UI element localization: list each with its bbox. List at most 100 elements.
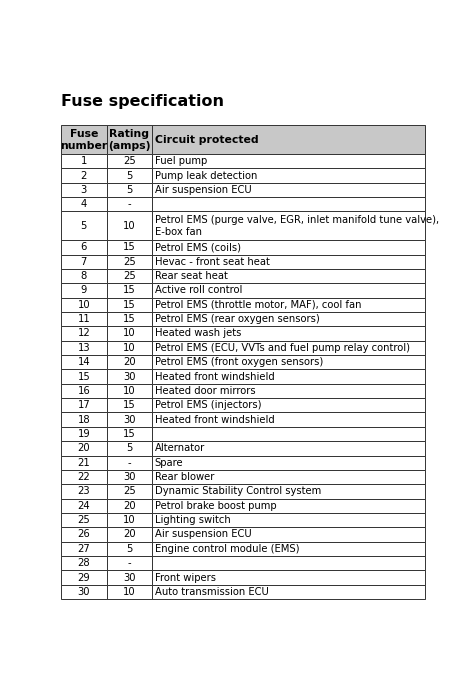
Text: 25: 25	[123, 487, 136, 496]
Text: Heated front windshield: Heated front windshield	[155, 372, 274, 381]
Bar	[107, 456, 152, 470]
Bar	[107, 154, 152, 168]
Bar	[107, 269, 152, 283]
Text: 29: 29	[77, 573, 90, 583]
Bar	[152, 571, 425, 585]
Bar	[152, 484, 425, 499]
Bar	[152, 327, 425, 341]
Bar	[61, 297, 107, 312]
Bar	[107, 327, 152, 341]
Text: 15: 15	[123, 400, 136, 410]
Bar	[152, 456, 425, 470]
Bar	[107, 341, 152, 355]
Text: Active roll control: Active roll control	[155, 285, 242, 295]
Bar	[61, 456, 107, 470]
Bar	[61, 441, 107, 456]
Bar	[107, 571, 152, 585]
Text: 11: 11	[77, 314, 90, 324]
Text: Fuel pump: Fuel pump	[155, 156, 207, 166]
Bar	[107, 556, 152, 571]
Text: Lighting switch: Lighting switch	[155, 515, 230, 525]
Bar	[61, 527, 107, 541]
Bar	[152, 427, 425, 441]
Bar	[152, 269, 425, 283]
Bar	[61, 556, 107, 571]
Text: Spare: Spare	[155, 458, 183, 468]
Bar	[61, 341, 107, 355]
Text: 10: 10	[123, 515, 136, 525]
Bar	[61, 168, 107, 183]
Text: 5: 5	[81, 221, 87, 231]
Text: 6: 6	[81, 243, 87, 252]
Bar	[61, 283, 107, 297]
Bar	[61, 384, 107, 398]
Text: 19: 19	[77, 429, 90, 439]
Text: 15: 15	[123, 429, 136, 439]
Bar	[152, 384, 425, 398]
Bar	[152, 154, 425, 168]
Text: Auto transmission ECU: Auto transmission ECU	[155, 587, 268, 597]
Bar	[107, 369, 152, 384]
Bar	[152, 585, 425, 599]
Bar	[107, 398, 152, 412]
Bar	[107, 513, 152, 527]
Bar	[152, 297, 425, 312]
Text: Engine control module (EMS): Engine control module (EMS)	[155, 544, 299, 554]
Text: Petrol EMS (injectors): Petrol EMS (injectors)	[155, 400, 261, 410]
Text: 10: 10	[78, 299, 90, 310]
Text: Petrol brake boost pump: Petrol brake boost pump	[155, 501, 276, 511]
Bar	[152, 197, 425, 212]
Bar	[152, 369, 425, 384]
Bar	[107, 499, 152, 513]
Text: -: -	[128, 558, 131, 568]
Bar	[107, 585, 152, 599]
Bar	[107, 125, 152, 154]
Text: 30: 30	[123, 472, 136, 482]
Text: 13: 13	[78, 343, 90, 353]
Bar	[152, 125, 425, 154]
Text: Petrol EMS (ECU, VVTs and fuel pump relay control): Petrol EMS (ECU, VVTs and fuel pump rela…	[155, 343, 410, 353]
Text: 23: 23	[78, 487, 90, 496]
Bar	[107, 470, 152, 484]
Text: -: -	[128, 458, 131, 468]
Text: 20: 20	[123, 529, 136, 539]
Bar	[107, 484, 152, 499]
Bar	[107, 541, 152, 556]
Bar	[152, 541, 425, 556]
Bar	[61, 499, 107, 513]
Text: 20: 20	[78, 443, 90, 454]
Bar	[107, 283, 152, 297]
Text: 5: 5	[126, 170, 132, 180]
Bar	[152, 499, 425, 513]
Text: Rating
(amps): Rating (amps)	[108, 129, 151, 151]
Text: Pump leak detection: Pump leak detection	[155, 170, 257, 180]
Text: 25: 25	[123, 156, 136, 166]
Text: 17: 17	[77, 400, 90, 410]
Text: 30: 30	[78, 587, 90, 597]
Text: 1: 1	[81, 156, 87, 166]
Text: 5: 5	[126, 185, 132, 195]
Bar	[107, 355, 152, 369]
Bar	[152, 341, 425, 355]
Text: 25: 25	[77, 515, 90, 525]
Bar	[107, 212, 152, 240]
Text: Petrol EMS (purge valve, EGR, inlet manifold tune valve),
E-box fan: Petrol EMS (purge valve, EGR, inlet mani…	[155, 215, 438, 237]
Text: 24: 24	[78, 501, 90, 511]
Bar	[107, 183, 152, 197]
Bar	[61, 585, 107, 599]
Text: Petrol EMS (rear oxygen sensors): Petrol EMS (rear oxygen sensors)	[155, 314, 319, 324]
Bar	[61, 154, 107, 168]
Bar	[61, 255, 107, 269]
Bar	[107, 427, 152, 441]
Text: 9: 9	[81, 285, 87, 295]
Bar	[107, 441, 152, 456]
Text: 20: 20	[123, 357, 136, 367]
Bar	[61, 571, 107, 585]
Text: 18: 18	[78, 414, 90, 425]
Text: 28: 28	[78, 558, 90, 568]
Text: 12: 12	[77, 329, 90, 339]
Text: Front wipers: Front wipers	[155, 573, 216, 583]
Text: Alternator: Alternator	[155, 443, 205, 454]
Text: Air suspension ECU: Air suspension ECU	[155, 529, 251, 539]
Text: 15: 15	[77, 372, 90, 381]
